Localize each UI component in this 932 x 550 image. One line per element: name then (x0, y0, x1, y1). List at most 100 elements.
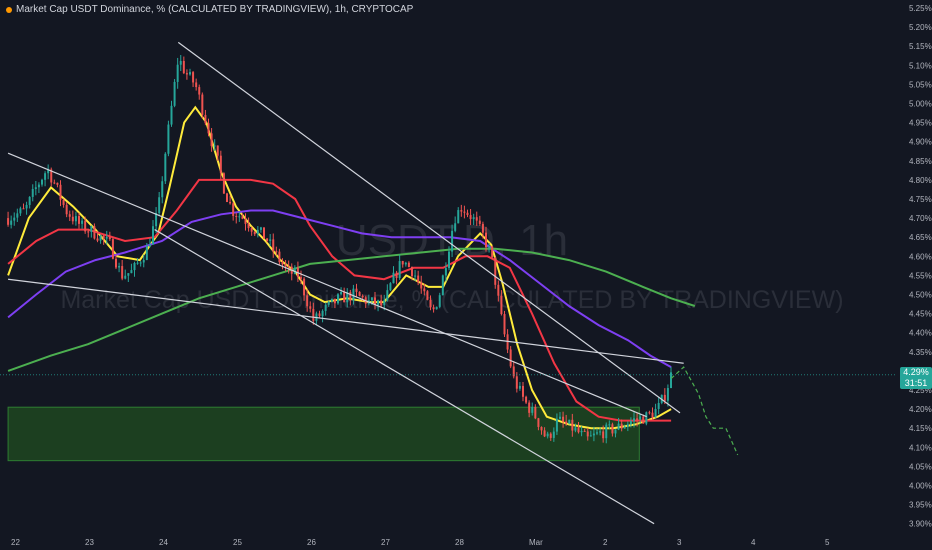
candle-body (373, 297, 376, 305)
candle-body (161, 181, 164, 198)
price-tick-label: 4.55% (909, 271, 932, 280)
candle-body (432, 307, 435, 310)
chart-title: Market Cap USDT Dominance, % (CALCULATED… (16, 4, 414, 15)
candle-body (629, 421, 632, 425)
candle-body (592, 433, 595, 436)
price-tick-label: 5.10% (909, 61, 932, 70)
candle-body (96, 238, 99, 241)
time-tick-label: 27 (381, 538, 390, 547)
candle-body (552, 431, 555, 438)
candle-body (441, 275, 444, 296)
candle-body (383, 300, 386, 306)
candle-body (355, 288, 358, 292)
candle-body (327, 301, 330, 305)
candle-body (349, 292, 352, 301)
time-tick-label: 3 (677, 538, 682, 547)
candle-body (583, 430, 586, 432)
candle-body (663, 394, 666, 401)
candle-body (435, 306, 438, 310)
candle-body (537, 418, 540, 427)
moving-average-line (7, 209, 672, 368)
candle-body (37, 184, 40, 188)
time-tick-label: 4 (751, 538, 756, 547)
candle-body (669, 372, 672, 389)
candle-body (77, 216, 80, 224)
price-tick-label: 3.90% (909, 520, 932, 529)
candle-body (370, 297, 373, 301)
candle-body (608, 424, 611, 426)
candle-body (605, 424, 608, 439)
candle-body (401, 261, 404, 265)
candle-body (173, 81, 176, 106)
time-axis[interactable]: 22 23 24 25 26 27 28 Mar 2 3 4 5 (11, 538, 830, 547)
candle-body (256, 229, 259, 235)
candle-body (324, 304, 327, 311)
candle-body (68, 214, 71, 217)
support-zone-layer (7, 406, 640, 462)
candle-body (503, 314, 506, 335)
candle-body (666, 388, 669, 401)
candle-body (71, 216, 74, 222)
candle-body (632, 418, 635, 422)
moving-averages (7, 105, 696, 430)
trendline (8, 278, 684, 364)
chart-title-bar: Market Cap USDT Dominance, % (CALCULATED… (6, 4, 413, 15)
candle-body (247, 223, 250, 229)
time-tick-label: 5 (825, 538, 830, 547)
candle-body (253, 231, 256, 235)
candle-body (22, 208, 25, 210)
candle-body (549, 433, 552, 438)
candle-body (657, 402, 660, 409)
candle-body (414, 275, 417, 277)
candle-body (642, 416, 645, 424)
candle-body (198, 87, 201, 95)
price-axis[interactable]: 5.25% 5.20% 5.15% 5.10% 5.05% 5.00% 4.95% 4.90%… (909, 4, 932, 529)
candle-body (377, 300, 380, 305)
candle-body (429, 299, 432, 308)
candle-body (648, 412, 651, 414)
candle-body (361, 295, 364, 298)
candle-body (244, 218, 247, 224)
candle-body (358, 291, 361, 296)
candle-body (497, 284, 500, 296)
candle-body (515, 376, 518, 389)
candle-body (176, 64, 179, 82)
candle-body (287, 266, 290, 268)
candle-body (65, 204, 68, 215)
candle-body (500, 295, 503, 315)
candle-body (7, 218, 10, 225)
price-tick-label: 4.75% (909, 195, 932, 204)
support-zone (7, 406, 640, 462)
candle-body (151, 226, 154, 245)
price-tick-label: 4.40% (909, 329, 932, 338)
candle-body (127, 273, 130, 276)
candle-body (586, 431, 589, 437)
candle-body (540, 426, 543, 431)
candle-body (389, 283, 392, 291)
time-tick-label: 2 (603, 538, 608, 547)
candle-body (392, 272, 395, 284)
candle-body (284, 264, 287, 267)
price-tick-label: 4.90% (909, 138, 932, 147)
candle-body (278, 251, 281, 263)
candle-body (114, 258, 117, 268)
price-tick-label: 5.00% (909, 100, 932, 109)
candle-body (444, 268, 447, 276)
candle-body (281, 262, 284, 265)
candle-body (562, 416, 565, 422)
price-tick-label: 4.00% (909, 482, 932, 491)
candle-body (543, 430, 546, 437)
candle-body (595, 432, 598, 434)
candle-body (164, 153, 167, 182)
candle-body (614, 429, 617, 434)
candle-body (139, 262, 142, 264)
candle-body (460, 210, 463, 212)
candle-body (651, 412, 654, 418)
candle-body (25, 204, 28, 209)
candle-body (521, 385, 524, 397)
candle-body (266, 238, 269, 241)
candle-body (472, 217, 475, 220)
candle-body (454, 223, 457, 231)
candle-body (192, 72, 195, 83)
